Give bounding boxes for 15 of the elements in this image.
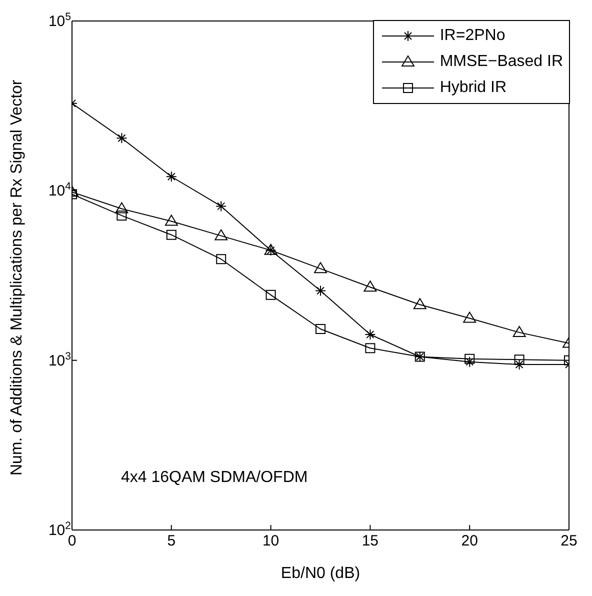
y-tick-label: 10$^{3}$: [48, 350, 72, 370]
x-axis-title: Eb/N0 (dB): [280, 565, 360, 582]
y-tick-label: 10$^{5}$: [48, 11, 72, 30]
x-tick-label: 5: [167, 532, 176, 550]
x-tick-label: 25: [560, 532, 578, 550]
x-tick-label: 20: [461, 532, 478, 550]
y-axis-title: Num. of Additions & Multiplications per Rx Signal Vector: [8, 79, 26, 476]
legend-label: IR=2PNo: [440, 27, 506, 45]
x-tick-label: 10: [262, 532, 280, 550]
y-tick-label: 10$^{4}$: [48, 180, 72, 200]
x-tick-label: 0: [68, 532, 76, 550]
legend-label: MMSE−Based IR: [440, 53, 563, 71]
legend-label: Hybrid IR: [440, 79, 507, 97]
x-tick-label: 15: [362, 532, 379, 550]
annotation: 4x4 16QAM SDMA/OFDM: [121, 469, 308, 487]
